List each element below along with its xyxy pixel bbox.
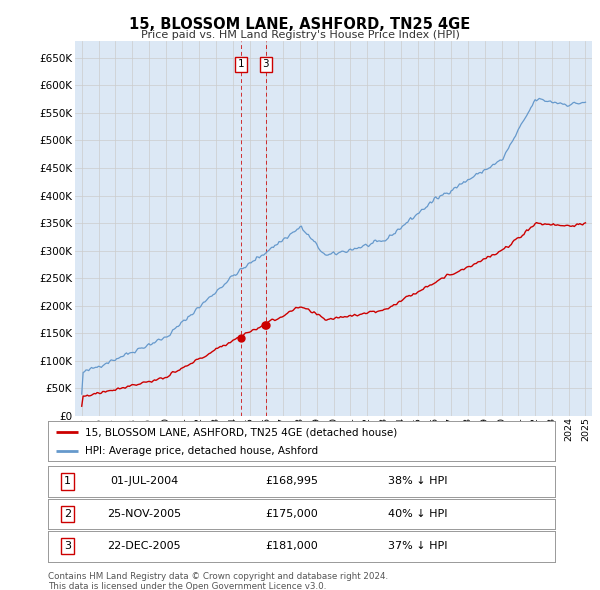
Text: Contains HM Land Registry data © Crown copyright and database right 2024.: Contains HM Land Registry data © Crown c… [48, 572, 388, 581]
Text: This data is licensed under the Open Government Licence v3.0.: This data is licensed under the Open Gov… [48, 582, 326, 590]
Text: 37% ↓ HPI: 37% ↓ HPI [388, 542, 448, 551]
Text: Price paid vs. HM Land Registry's House Price Index (HPI): Price paid vs. HM Land Registry's House … [140, 30, 460, 40]
Text: 22-DEC-2005: 22-DEC-2005 [107, 542, 181, 551]
Text: 25-NOV-2005: 25-NOV-2005 [107, 509, 181, 519]
Text: 3: 3 [263, 60, 269, 70]
Text: 01-JUL-2004: 01-JUL-2004 [110, 477, 178, 486]
Text: £168,995: £168,995 [265, 477, 318, 486]
Text: 1: 1 [64, 477, 71, 486]
Text: 15, BLOSSOM LANE, ASHFORD, TN25 4GE: 15, BLOSSOM LANE, ASHFORD, TN25 4GE [130, 17, 470, 31]
Text: £181,000: £181,000 [265, 542, 318, 551]
Text: 3: 3 [64, 542, 71, 551]
Text: 2: 2 [64, 509, 71, 519]
Text: 40% ↓ HPI: 40% ↓ HPI [388, 509, 448, 519]
Text: £175,000: £175,000 [265, 509, 318, 519]
Text: 15, BLOSSOM LANE, ASHFORD, TN25 4GE (detached house): 15, BLOSSOM LANE, ASHFORD, TN25 4GE (det… [85, 428, 397, 438]
Text: 38% ↓ HPI: 38% ↓ HPI [388, 477, 448, 486]
Text: HPI: Average price, detached house, Ashford: HPI: Average price, detached house, Ashf… [85, 447, 317, 456]
Text: 1: 1 [238, 60, 245, 70]
